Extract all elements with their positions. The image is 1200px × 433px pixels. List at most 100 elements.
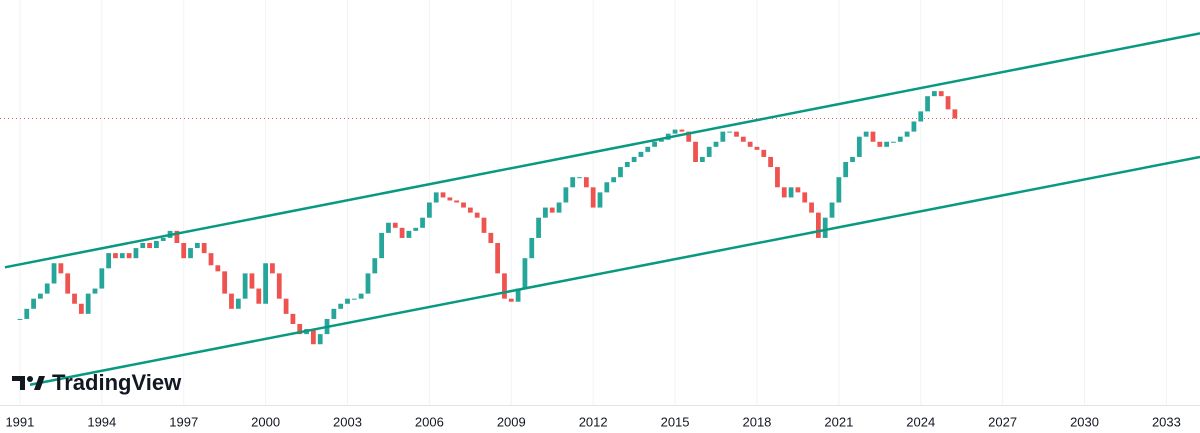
x-tick-label: 2003 <box>333 414 362 429</box>
candle <box>208 253 214 266</box>
candle <box>829 202 835 218</box>
candle <box>843 162 849 178</box>
candle <box>754 146 760 150</box>
candle <box>775 167 780 188</box>
candle <box>133 248 139 259</box>
candle <box>270 263 275 274</box>
candle <box>256 288 262 304</box>
candle <box>822 217 828 238</box>
candle <box>447 197 453 201</box>
candle <box>543 207 548 218</box>
candle <box>713 141 719 147</box>
candle <box>795 187 801 193</box>
candle <box>119 253 125 259</box>
candle <box>24 308 30 319</box>
candle <box>788 187 794 198</box>
candle <box>420 217 425 228</box>
candle <box>72 293 77 304</box>
candle <box>85 293 91 314</box>
candle <box>734 131 739 137</box>
candle <box>392 222 398 228</box>
candle <box>884 141 890 147</box>
candle <box>938 91 944 97</box>
candle <box>836 177 842 203</box>
candle <box>577 177 582 179</box>
candle <box>188 248 193 259</box>
candle <box>78 303 84 314</box>
candle <box>249 273 255 289</box>
candle <box>181 243 187 259</box>
candle <box>351 298 357 300</box>
candle <box>618 167 623 178</box>
x-tick-label: 2021 <box>824 414 853 429</box>
candle <box>891 141 896 143</box>
candle <box>454 200 460 203</box>
candle <box>467 207 473 213</box>
candle <box>556 202 562 213</box>
candle <box>317 334 323 345</box>
candle <box>679 129 685 132</box>
x-tick-label: 2030 <box>1070 414 1099 429</box>
candle <box>699 156 705 162</box>
candle <box>201 243 207 254</box>
trend-line <box>29 155 1200 386</box>
candle <box>850 156 855 162</box>
x-tick-label: 2027 <box>988 414 1017 429</box>
candle <box>229 293 234 309</box>
candle <box>945 96 951 110</box>
candle <box>672 129 678 134</box>
candle <box>413 227 419 231</box>
candle <box>126 253 132 259</box>
candle <box>809 202 814 213</box>
candle <box>604 182 610 193</box>
candle <box>365 273 371 294</box>
candle <box>106 253 112 269</box>
candle <box>44 283 50 294</box>
candle <box>427 202 432 218</box>
candle <box>474 212 480 218</box>
candle <box>406 230 412 238</box>
x-tick-label: 2015 <box>661 414 690 429</box>
candle <box>140 243 146 249</box>
candle <box>345 298 350 304</box>
candle <box>781 187 787 198</box>
x-tick-label: 2018 <box>742 414 771 429</box>
candle <box>399 227 405 238</box>
candle <box>235 298 241 309</box>
candle <box>31 298 36 309</box>
candle <box>440 192 446 198</box>
candle <box>113 253 118 259</box>
candle <box>624 162 630 168</box>
candle <box>160 237 166 241</box>
candle <box>338 303 344 309</box>
candle <box>515 288 521 302</box>
logo: TradingView <box>12 370 182 395</box>
candle <box>242 273 248 299</box>
candle <box>358 293 364 299</box>
candle <box>590 187 596 208</box>
candle <box>283 298 289 314</box>
candle <box>870 131 876 142</box>
candle <box>481 217 487 233</box>
candle <box>727 131 733 133</box>
candle <box>925 96 930 112</box>
watermark: TradingView <box>52 370 182 395</box>
trend-line <box>4 32 1200 269</box>
candle <box>706 146 712 157</box>
candle <box>154 240 159 249</box>
candle <box>897 136 903 142</box>
candle <box>549 207 555 213</box>
candle <box>222 271 228 294</box>
candle <box>638 151 644 157</box>
candle <box>290 313 296 324</box>
candle <box>372 258 378 274</box>
candle <box>310 329 316 345</box>
candle <box>952 109 958 119</box>
candle <box>215 265 221 272</box>
x-tick-label: 1991 <box>5 414 34 429</box>
logo-icon <box>34 376 45 390</box>
x-tick-label: 2012 <box>579 414 608 429</box>
candle <box>263 263 268 304</box>
